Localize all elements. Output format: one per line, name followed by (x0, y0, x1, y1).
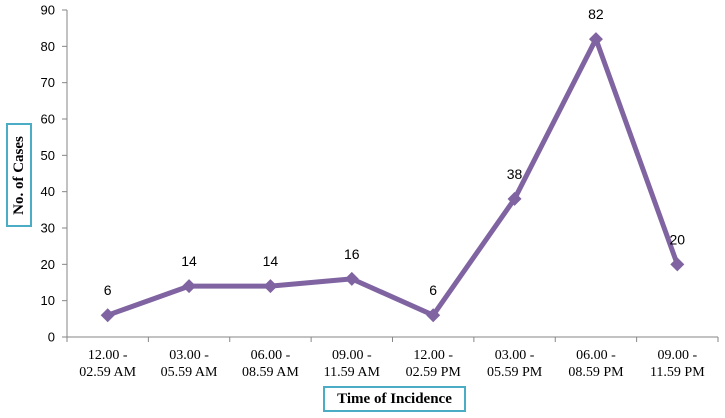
y-tick-label: 40 (41, 184, 55, 199)
x-tick-label: 12.00 -02.59 AM (79, 348, 136, 380)
x-tick-label: 09.00 -11.59 AM (324, 348, 381, 380)
data-label: 14 (263, 253, 279, 269)
x-tick-label: 06.00 -08.59 PM (568, 348, 624, 380)
data-label: 6 (104, 282, 112, 298)
y-tick-label: 0 (48, 330, 55, 345)
y-axis-title-text: No. of Cases (10, 135, 27, 215)
data-label: 16 (344, 246, 360, 262)
data-point (344, 271, 359, 286)
series-line (106, 36, 680, 318)
y-tick-label: 60 (41, 112, 55, 127)
data-label: 6 (429, 282, 437, 298)
x-tick-label: 06.00 -08.59 AM (242, 348, 299, 380)
series-layer (100, 32, 685, 323)
y-tick-label: 50 (41, 148, 55, 163)
x-tick-label: 03.00 -05.59 PM (487, 348, 543, 380)
data-point (588, 32, 603, 47)
x-tick-label: 03.00 -05.59 AM (161, 348, 218, 380)
data-label: 38 (507, 166, 523, 182)
y-tick-label: 80 (41, 39, 55, 54)
y-tick-label: 10 (41, 293, 55, 308)
y-tick-label: 70 (41, 75, 55, 90)
data-label: 82 (588, 6, 604, 22)
x-tick-label: 09.00 -11.59 PM (650, 348, 705, 380)
data-point (182, 279, 197, 294)
data-point (263, 279, 278, 294)
x-tick-labels: 12.00 -02.59 AM 03.00 -05.59 AM 06.00 -08.… (79, 348, 705, 380)
data-point (100, 308, 115, 323)
data-label: 20 (670, 231, 686, 247)
data-labels: 6 14 14 16 6 38 82 20 (104, 6, 686, 298)
y-tick-label: 20 (41, 257, 55, 272)
data-point (670, 257, 685, 272)
y-tick-label: 30 (41, 221, 55, 236)
axes (62, 9, 719, 342)
y-axis-title: No. of Cases (6, 123, 32, 227)
x-axis-title: Time of Incidence (323, 386, 466, 412)
x-axis-title-text: Time of Incidence (337, 390, 452, 407)
y-tick-labels: 0 10 20 30 40 50 60 70 80 90 (41, 3, 55, 345)
x-tick-label: 12.00 -02.59 PM (406, 348, 462, 380)
data-point (507, 191, 522, 206)
y-tick-label: 90 (41, 3, 55, 18)
data-label: 14 (181, 253, 197, 269)
data-point (426, 308, 441, 323)
